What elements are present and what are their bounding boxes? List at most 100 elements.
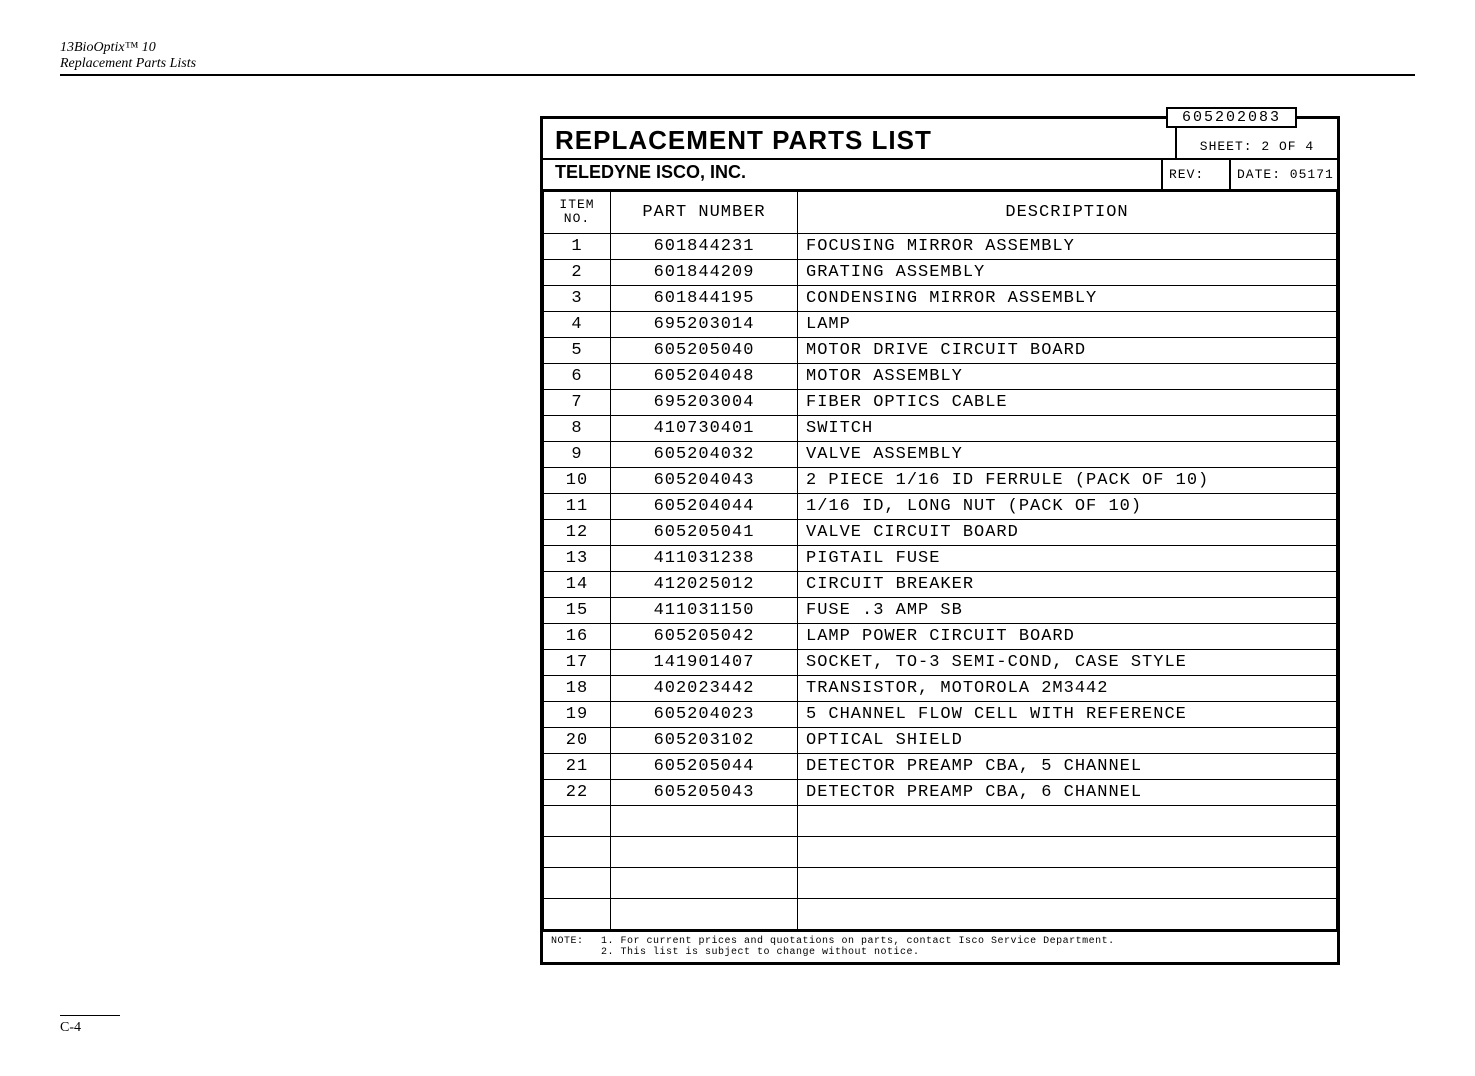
parts-list-container: 605202083 REPLACEMENT PARTS LIST SHEET: …: [540, 116, 1340, 965]
table-row: 3601844195CONDENSING MIRROR ASSEMBLY: [544, 285, 1337, 311]
cell-empty: [798, 836, 1337, 867]
cell-empty: [611, 805, 798, 836]
cell-desc: DETECTOR PREAMP CBA, 5 CHANNEL: [798, 753, 1337, 779]
table-row: 8410730401SWITCH: [544, 415, 1337, 441]
cell-item: 8: [544, 415, 611, 441]
cell-partno: 605204032: [611, 441, 798, 467]
cell-empty: [611, 898, 798, 929]
note-label: NOTE:: [551, 936, 601, 958]
table-row: 14412025012CIRCUIT BREAKER: [544, 571, 1337, 597]
table-row: 5605205040MOTOR DRIVE CIRCUIT BOARD: [544, 337, 1337, 363]
cell-partno: 411031150: [611, 597, 798, 623]
cell-partno: 605204023: [611, 701, 798, 727]
cell-item: 3: [544, 285, 611, 311]
cell-item: 19: [544, 701, 611, 727]
cell-item: 13: [544, 545, 611, 571]
table-row: 4695203014LAMP: [544, 311, 1337, 337]
cell-item: 11: [544, 493, 611, 519]
cell-desc: MOTOR ASSEMBLY: [798, 363, 1337, 389]
cell-desc: 5 CHANNEL FLOW CELL WITH REFERENCE: [798, 701, 1337, 727]
cell-desc: CONDENSING MIRROR ASSEMBLY: [798, 285, 1337, 311]
table-row: 106052040432 PIECE 1/16 ID FERRULE (PACK…: [544, 467, 1337, 493]
table-row-empty: [544, 836, 1337, 867]
cell-partno: 412025012: [611, 571, 798, 597]
cell-empty: [544, 867, 611, 898]
cell-desc: GRATING ASSEMBLY: [798, 259, 1337, 285]
cell-partno: 410730401: [611, 415, 798, 441]
date-label: DATE: 05171: [1229, 160, 1337, 189]
cell-empty: [544, 805, 611, 836]
table-row: 7695203004FIBER OPTICS CABLE: [544, 389, 1337, 415]
table-row: 9605204032VALVE ASSEMBLY: [544, 441, 1337, 467]
cell-desc: VALVE ASSEMBLY: [798, 441, 1337, 467]
cell-desc: DETECTOR PREAMP CBA, 6 CHANNEL: [798, 779, 1337, 805]
cell-partno: 402023442: [611, 675, 798, 701]
page-header: 13BioOptix™ 10 Replacement Parts Lists: [60, 40, 1415, 76]
table-header-row: ITEMNO. PART NUMBER DESCRIPTION: [544, 192, 1337, 234]
cell-partno: 695203004: [611, 389, 798, 415]
cell-empty: [611, 836, 798, 867]
cell-desc: FIBER OPTICS CABLE: [798, 389, 1337, 415]
cell-desc: TRANSISTOR, MOTOROLA 2M3442: [798, 675, 1337, 701]
cell-empty: [798, 805, 1337, 836]
cell-partno: 695203014: [611, 311, 798, 337]
cell-partno: 605204043: [611, 467, 798, 493]
col-item: ITEMNO.: [544, 192, 611, 234]
col-partno: PART NUMBER: [611, 192, 798, 234]
parts-list-frame: 605202083 REPLACEMENT PARTS LIST SHEET: …: [540, 116, 1340, 965]
table-row: 15411031150FUSE .3 AMP SB: [544, 597, 1337, 623]
cell-partno: 605203102: [611, 727, 798, 753]
table-row: 17141901407SOCKET, TO-3 SEMI-COND, CASE …: [544, 649, 1337, 675]
cell-partno: 605205043: [611, 779, 798, 805]
cell-item: 2: [544, 259, 611, 285]
cell-partno: 605205042: [611, 623, 798, 649]
cell-empty: [798, 867, 1337, 898]
page-footer: C-4: [60, 1015, 120, 1036]
cell-desc: PIGTAIL FUSE: [798, 545, 1337, 571]
note-line2: 2. This list is subject to change withou…: [601, 947, 1329, 958]
cell-item: 20: [544, 727, 611, 753]
cell-desc: VALVE CIRCUIT BOARD: [798, 519, 1337, 545]
table-row: 22605205043DETECTOR PREAMP CBA, 6 CHANNE…: [544, 779, 1337, 805]
cell-desc: SOCKET, TO-3 SEMI-COND, CASE STYLE: [798, 649, 1337, 675]
cell-desc: 2 PIECE 1/16 ID FERRULE (PACK OF 10): [798, 467, 1337, 493]
cell-empty: [798, 898, 1337, 929]
table-row: 2601844209GRATING ASSEMBLY: [544, 259, 1337, 285]
table-row: 18402023442TRANSISTOR, MOTOROLA 2M3442: [544, 675, 1337, 701]
cell-item: 14: [544, 571, 611, 597]
cell-desc: SWITCH: [798, 415, 1337, 441]
col-desc: DESCRIPTION: [798, 192, 1337, 234]
cell-item: 10: [544, 467, 611, 493]
cell-partno: 601844231: [611, 233, 798, 259]
cell-item: 9: [544, 441, 611, 467]
note-row: NOTE: 1. For current prices and quotatio…: [543, 930, 1337, 962]
cell-empty: [611, 867, 798, 898]
header-line2: Replacement Parts Lists: [60, 56, 1415, 72]
cell-partno: 601844209: [611, 259, 798, 285]
cell-item: 17: [544, 649, 611, 675]
cell-partno: 411031238: [611, 545, 798, 571]
table-row: 1601844231FOCUSING MIRROR ASSEMBLY: [544, 233, 1337, 259]
rev-label: REV:: [1161, 160, 1229, 189]
cell-item: 7: [544, 389, 611, 415]
cell-partno: 605205041: [611, 519, 798, 545]
cell-item: 21: [544, 753, 611, 779]
cell-partno: 605204044: [611, 493, 798, 519]
cell-desc: LAMP: [798, 311, 1337, 337]
cell-partno: 605205040: [611, 337, 798, 363]
cell-item: 1: [544, 233, 611, 259]
table-row: 6605204048MOTOR ASSEMBLY: [544, 363, 1337, 389]
note-body: 1. For current prices and quotations on …: [601, 936, 1329, 958]
table-row-empty: [544, 805, 1337, 836]
cell-empty: [544, 898, 611, 929]
table-row: 196052040235 CHANNEL FLOW CELL WITH REFE…: [544, 701, 1337, 727]
table-row: 21605205044DETECTOR PREAMP CBA, 5 CHANNE…: [544, 753, 1337, 779]
table-row: 20605203102OPTICAL SHIELD: [544, 727, 1337, 753]
cell-desc: CIRCUIT BREAKER: [798, 571, 1337, 597]
cell-item: 18: [544, 675, 611, 701]
cell-desc: OPTICAL SHIELD: [798, 727, 1337, 753]
table-row: 13411031238PIGTAIL FUSE: [544, 545, 1337, 571]
table-row-empty: [544, 867, 1337, 898]
note-line1: 1. For current prices and quotations on …: [601, 936, 1329, 947]
cell-desc: FOCUSING MIRROR ASSEMBLY: [798, 233, 1337, 259]
